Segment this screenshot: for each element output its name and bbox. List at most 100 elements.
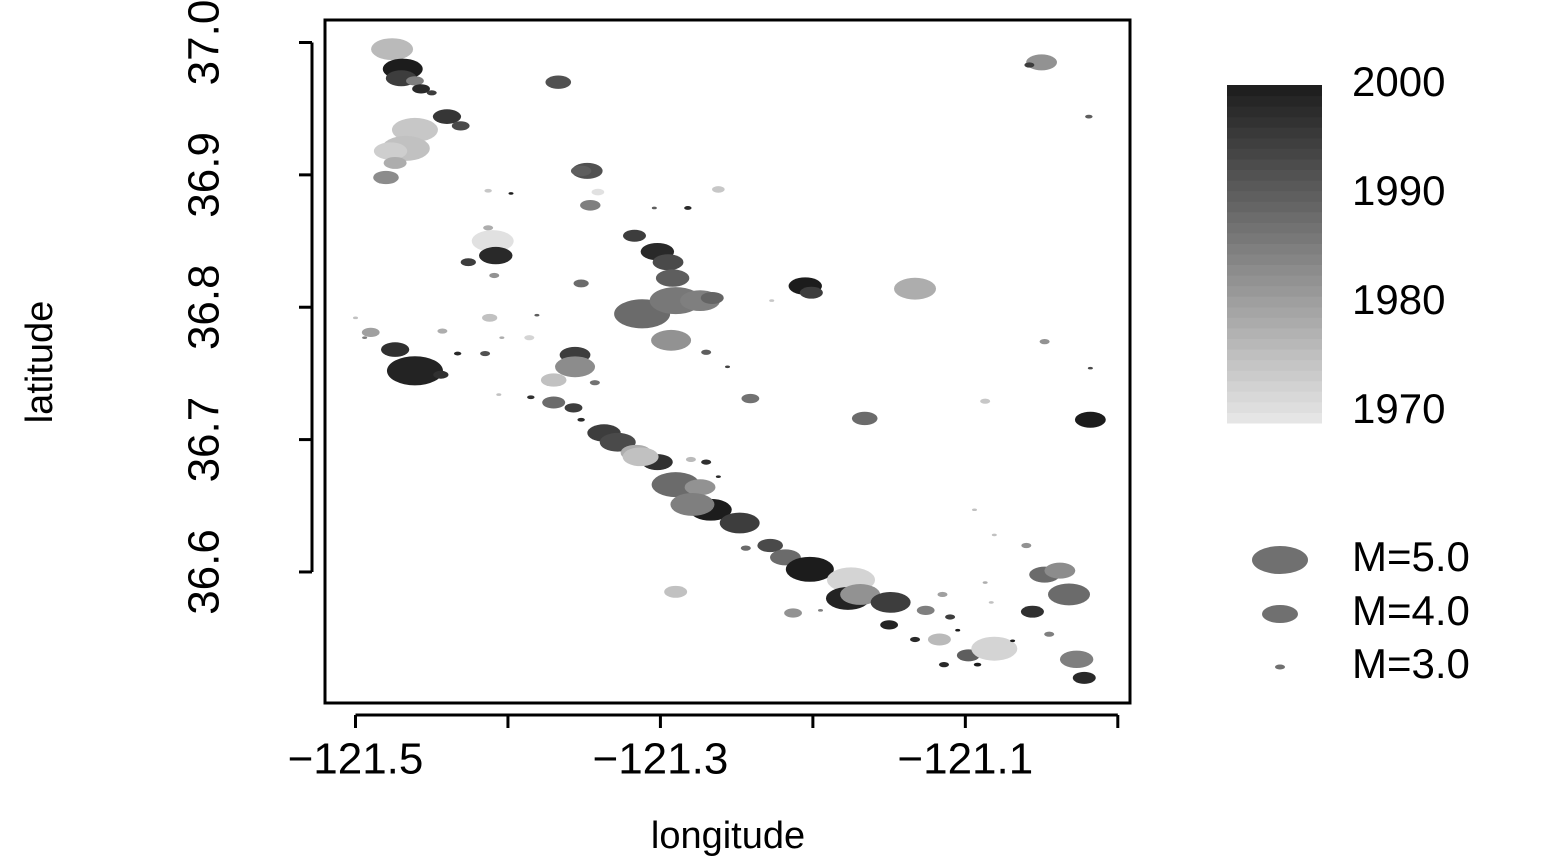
quake-point — [651, 329, 692, 351]
quake-point — [570, 165, 592, 177]
colorbar-band — [1227, 327, 1322, 339]
colorbar-tick-label: 1980 — [1352, 276, 1445, 323]
quake-point — [1026, 54, 1057, 71]
x-tick-label: −121.5 — [288, 735, 424, 784]
colorbar-band — [1227, 222, 1322, 234]
quake-point — [622, 229, 646, 242]
colorbar-band — [1227, 370, 1322, 382]
quake-point — [971, 636, 1018, 661]
y-axis-title: latitude — [19, 301, 61, 424]
quake-point — [971, 508, 977, 512]
quake-point — [362, 336, 368, 339]
quake-point — [381, 342, 410, 357]
quake-point — [1085, 114, 1093, 119]
colorbar-band — [1227, 116, 1322, 128]
quake-point — [651, 206, 657, 210]
quake-point — [412, 84, 430, 94]
quake-point — [700, 291, 724, 304]
quake-point — [432, 109, 462, 124]
quake-point — [622, 447, 659, 467]
quake-point — [1024, 62, 1035, 68]
colorbar-band — [1227, 169, 1322, 181]
plot-frame — [323, 18, 1132, 705]
quake-point — [652, 254, 684, 271]
colorbar-band — [1227, 148, 1322, 160]
quake-point — [471, 230, 514, 252]
quake-point — [555, 356, 596, 378]
quake-point — [352, 316, 358, 320]
y-tick-label: 36.7 — [180, 397, 229, 483]
x-axis-title: longitude — [651, 815, 805, 857]
quake-point — [391, 117, 438, 142]
quake-point — [1074, 411, 1106, 428]
colorbar-band — [1227, 106, 1322, 118]
quake-point — [373, 142, 408, 160]
quake-point — [361, 327, 380, 338]
quake-point — [480, 350, 491, 357]
quake-point — [701, 349, 712, 355]
quake-point — [701, 459, 712, 465]
quake-point — [373, 170, 399, 185]
colorbar-band — [1227, 317, 1322, 329]
colorbar-band — [1227, 391, 1322, 403]
quake-point — [740, 545, 751, 551]
size-legend-marker — [1262, 605, 1298, 623]
quake-point — [580, 200, 601, 211]
colorbar-band — [1227, 412, 1322, 424]
quake-point — [527, 395, 535, 400]
quake-point — [1087, 366, 1093, 370]
quake-point — [664, 585, 688, 598]
quake-point — [988, 601, 994, 604]
quake-point — [577, 417, 585, 422]
colorbar-band — [1227, 158, 1322, 170]
colorbar-band — [1227, 296, 1322, 308]
quake-point — [564, 403, 583, 413]
quake-point — [1044, 631, 1055, 637]
quake-point — [542, 396, 566, 409]
colorbar-band — [1227, 201, 1322, 213]
quake-point — [684, 206, 692, 210]
size-legend-label: M=5.0 — [1352, 533, 1470, 580]
colorbar-band — [1227, 380, 1322, 392]
y-tick-label: 37.0 — [180, 0, 229, 85]
quake-point — [670, 493, 715, 516]
quake-point — [484, 188, 492, 193]
quake-point — [684, 479, 716, 496]
quake-point — [371, 38, 414, 61]
quake-point — [799, 286, 823, 299]
colorbar-tick-label: 1970 — [1352, 385, 1445, 432]
quake-point — [406, 76, 424, 86]
quake-point — [910, 636, 921, 643]
colorbar-band — [1227, 359, 1322, 371]
quake-point — [715, 475, 721, 478]
quake-point — [1048, 583, 1091, 606]
quake-point — [540, 373, 567, 387]
quake-point — [545, 75, 572, 89]
quake-point — [479, 246, 513, 265]
quake-point — [973, 662, 982, 667]
colorbar-band — [1227, 306, 1322, 318]
quake-point — [741, 393, 760, 404]
quake-point — [818, 609, 824, 612]
quake-point — [573, 279, 589, 288]
colorbar-band — [1227, 232, 1322, 244]
quake-point — [937, 591, 948, 598]
colorbar-band — [1227, 285, 1322, 297]
quake-point — [386, 356, 443, 386]
quake-point — [1010, 639, 1016, 643]
quake-point — [496, 393, 502, 396]
quake-point — [712, 186, 725, 193]
quake-point — [725, 365, 730, 369]
y-tick-label: 36.9 — [180, 132, 229, 218]
colorbar-band — [1227, 211, 1322, 223]
colorbar-band — [1227, 127, 1322, 139]
quake-point — [1044, 562, 1076, 579]
colorbar-band — [1227, 349, 1322, 361]
size-legend-marker — [1275, 664, 1285, 670]
colorbar-band — [1227, 264, 1322, 276]
colorbar-band — [1227, 243, 1322, 255]
quake-point — [499, 336, 505, 339]
quake-point — [880, 620, 899, 630]
quake-point — [524, 335, 535, 341]
